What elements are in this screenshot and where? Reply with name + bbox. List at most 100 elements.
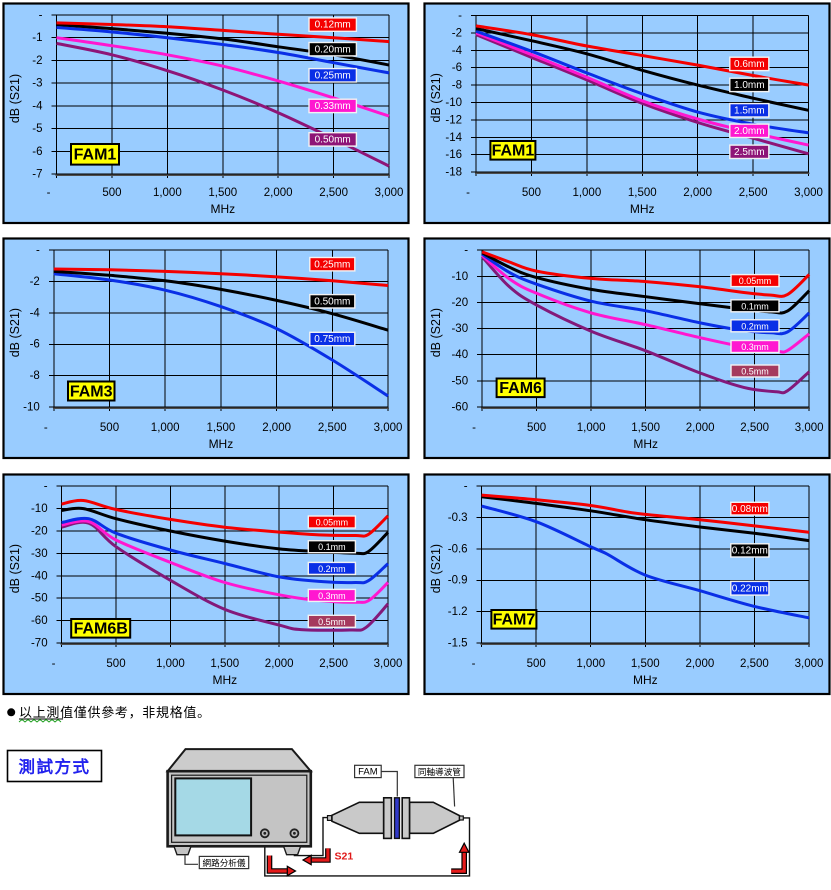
- svg-text:2,500: 2,500: [319, 187, 348, 199]
- svg-text:-1.2: -1.2: [448, 606, 468, 618]
- svg-text:FAM: FAM: [358, 766, 378, 777]
- svg-text:0.20mm: 0.20mm: [315, 44, 351, 55]
- svg-text:FAM3: FAM3: [70, 383, 113, 400]
- svg-text:1,500: 1,500: [631, 422, 660, 434]
- svg-text:3,000: 3,000: [794, 187, 823, 199]
- svg-text:-18: -18: [445, 167, 462, 179]
- svg-text:-10: -10: [451, 271, 468, 283]
- svg-text:0.50mm: 0.50mm: [315, 135, 351, 146]
- svg-text:-14: -14: [445, 132, 462, 144]
- svg-text:dB (S21): dB (S21): [429, 544, 443, 593]
- svg-text:同軸導波管: 同軸導波管: [418, 766, 461, 777]
- svg-text:0.3mm: 0.3mm: [741, 342, 769, 352]
- svg-text:-20: -20: [451, 297, 468, 309]
- svg-text:2,000: 2,000: [264, 187, 293, 199]
- svg-text:-60: -60: [31, 615, 48, 627]
- svg-text:FAM6: FAM6: [499, 380, 542, 397]
- svg-text:2,500: 2,500: [318, 422, 347, 434]
- svg-text:0.05mm: 0.05mm: [316, 518, 349, 528]
- svg-text:-6: -6: [30, 339, 40, 351]
- svg-text:-: -: [44, 481, 48, 493]
- svg-text:-40: -40: [31, 570, 48, 582]
- svg-text:-50: -50: [451, 375, 468, 387]
- svg-text:-1: -1: [32, 32, 42, 44]
- svg-text:0.5mm: 0.5mm: [318, 617, 346, 627]
- svg-text:dB (S21): dB (S21): [429, 73, 443, 122]
- svg-text:-: -: [39, 9, 43, 21]
- svg-text:-: -: [464, 481, 468, 493]
- svg-text:500: 500: [527, 658, 546, 670]
- svg-text:-: -: [47, 187, 51, 199]
- svg-text:1,000: 1,000: [156, 658, 185, 670]
- svg-text:-12: -12: [445, 114, 462, 126]
- svg-text:dB (S21): dB (S21): [8, 544, 22, 593]
- svg-text:1,500: 1,500: [208, 187, 237, 199]
- svg-text:-8: -8: [30, 370, 40, 382]
- svg-text:-70: -70: [31, 637, 48, 649]
- svg-text:-4: -4: [30, 307, 41, 319]
- svg-text:-2: -2: [32, 55, 42, 67]
- svg-text:-4: -4: [452, 45, 463, 57]
- svg-text:MHz: MHz: [212, 673, 237, 687]
- svg-text:dB (S21): dB (S21): [8, 74, 22, 123]
- svg-text:FAM1: FAM1: [492, 143, 535, 160]
- svg-text:MHz: MHz: [209, 437, 234, 451]
- svg-text:MHz: MHz: [210, 202, 235, 216]
- svg-text:500: 500: [527, 422, 546, 434]
- svg-text:-: -: [44, 422, 48, 434]
- svg-text:1.5mm: 1.5mm: [734, 105, 765, 116]
- svg-text:MHz: MHz: [633, 673, 658, 687]
- svg-text:2,500: 2,500: [739, 187, 768, 199]
- svg-text:-0.9: -0.9: [448, 575, 468, 587]
- svg-text:-50: -50: [31, 593, 48, 605]
- svg-text:2,500: 2,500: [319, 658, 348, 670]
- svg-text:500: 500: [522, 187, 541, 199]
- svg-text:-4: -4: [32, 100, 43, 112]
- svg-text:MHz: MHz: [633, 437, 658, 451]
- svg-text:0.1mm: 0.1mm: [741, 301, 769, 311]
- svg-text:0.33mm: 0.33mm: [315, 101, 351, 112]
- svg-text:-10: -10: [445, 97, 462, 109]
- svg-text:3,000: 3,000: [795, 422, 824, 434]
- svg-text:-2: -2: [30, 276, 40, 288]
- svg-text:3,000: 3,000: [374, 422, 403, 434]
- svg-text:MHz: MHz: [630, 202, 655, 216]
- svg-text:-: -: [472, 422, 476, 434]
- svg-text:-30: -30: [451, 323, 468, 335]
- svg-text:-: -: [36, 245, 40, 257]
- svg-text:-8: -8: [452, 80, 462, 92]
- svg-text:-30: -30: [31, 548, 48, 560]
- svg-text:0.25mm: 0.25mm: [314, 259, 350, 270]
- svg-text:0.50mm: 0.50mm: [314, 296, 350, 307]
- svg-text:0.25mm: 0.25mm: [315, 70, 351, 81]
- svg-text:-5: -5: [32, 123, 42, 135]
- svg-text:0.1mm: 0.1mm: [318, 542, 346, 552]
- svg-text:0.12mm: 0.12mm: [732, 546, 768, 557]
- svg-text:2.0mm: 2.0mm: [734, 126, 765, 137]
- svg-text:0.6mm: 0.6mm: [734, 59, 765, 70]
- svg-text:-: -: [52, 658, 56, 670]
- svg-text:1,000: 1,000: [151, 422, 180, 434]
- svg-text:-: -: [464, 245, 468, 257]
- svg-text:1,000: 1,000: [577, 422, 606, 434]
- svg-text:FAM7: FAM7: [493, 612, 536, 629]
- svg-text:-0.3: -0.3: [448, 512, 468, 524]
- svg-text:-0.6: -0.6: [448, 543, 468, 555]
- svg-text:0.08mm: 0.08mm: [732, 504, 768, 515]
- svg-text:dB (S21): dB (S21): [8, 308, 22, 357]
- svg-text:1,000: 1,000: [572, 187, 601, 199]
- svg-text:0.22mm: 0.22mm: [732, 583, 768, 594]
- svg-text:2,000: 2,000: [686, 422, 715, 434]
- svg-text:-3: -3: [32, 78, 42, 90]
- svg-text:1.0mm: 1.0mm: [734, 80, 765, 91]
- svg-text:1,500: 1,500: [628, 187, 657, 199]
- svg-text:-40: -40: [451, 349, 468, 361]
- svg-text:1,500: 1,500: [210, 658, 239, 670]
- svg-text:3,000: 3,000: [375, 187, 404, 199]
- svg-text:FAM6B: FAM6B: [74, 621, 128, 638]
- svg-text:-: -: [458, 10, 462, 22]
- svg-text:2,000: 2,000: [683, 187, 712, 199]
- svg-text:500: 500: [102, 187, 121, 199]
- svg-text:3,000: 3,000: [374, 658, 403, 670]
- svg-text:-10: -10: [23, 401, 40, 413]
